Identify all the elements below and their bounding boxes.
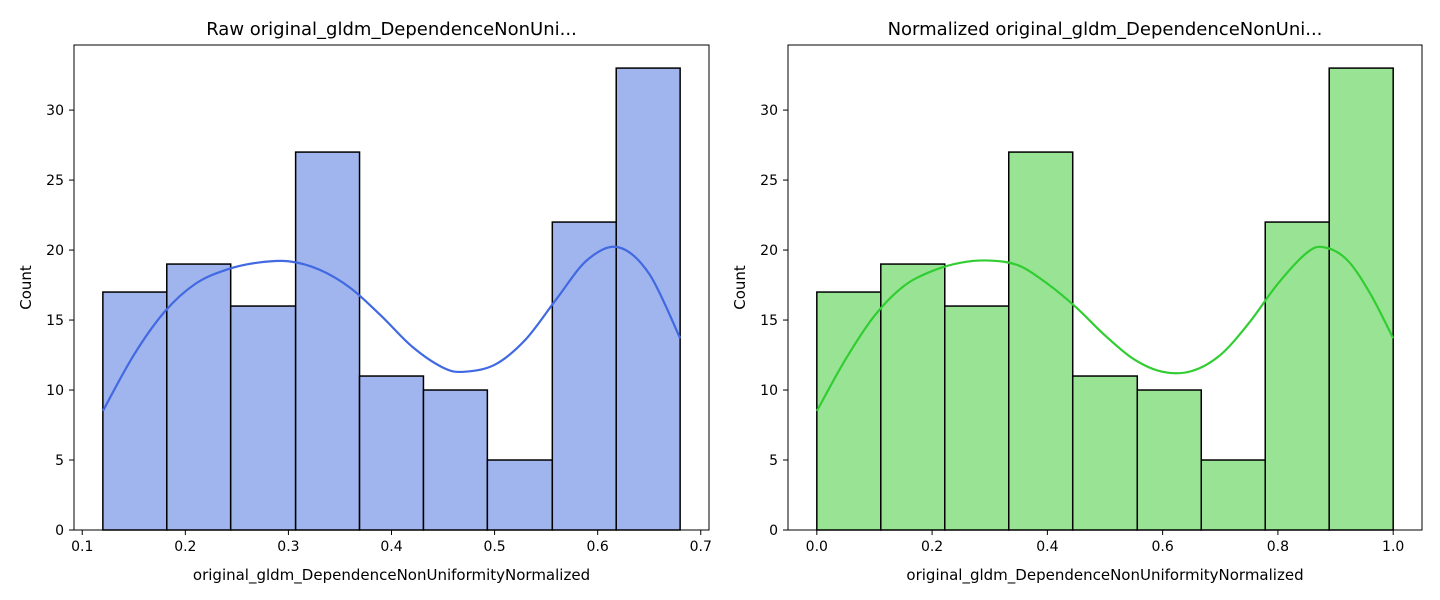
normalized-ytick-label: 30 [760,103,778,119]
normalized-xtick-label: 0.8 [1267,539,1289,555]
normalized-ytick-label: 10 [760,383,778,399]
raw-ytick-label: 20 [46,243,64,259]
normalized-ytick-label: 20 [760,243,778,259]
raw-xtick-label: 0.1 [71,539,93,555]
normalized-histogram-bar [1007,151,1074,531]
normalized-ytick-label: 15 [760,313,778,329]
chart-raw: Raw original_gldm_DependenceNonUni... or… [17,19,712,585]
raw-histogram-bar [229,305,297,531]
chart-normalized: Normalized original_gldm_DependenceNonUn… [731,19,1423,585]
normalized-xtick-label: 0.0 [806,539,828,555]
raw-xtick-label: 0.3 [277,539,299,555]
raw-xtick-label: 0.6 [587,539,609,555]
raw-histogram-bar [615,67,681,531]
normalized-histogram-bar [816,291,882,531]
chart-raw-xlabel: original_gldm_DependenceNonUniformityNor… [193,566,590,585]
chart-normalized-title: Normalized original_gldm_DependenceNonUn… [888,19,1323,40]
raw-ytick-label: 0 [55,523,64,539]
chart-raw-plot-area: 0.1 0.2 0.3 0.4 0.5 0.6 0.7 0 5 10 15 20 25 30 [46,44,712,555]
raw-histogram-bar [294,151,361,531]
raw-xtick-label: 0.7 [690,539,712,555]
normalized-ytick-label: 0 [769,523,778,539]
raw-histogram-bar [551,221,617,531]
normalized-xtick-label: 0.4 [1036,539,1058,555]
raw-ytick-label: 15 [46,313,64,329]
normalized-histogram-bar [944,305,1010,531]
normalized-histogram-bar [1328,67,1394,531]
normalized-kde-line [815,245,1395,412]
raw-ytick-label: 5 [55,453,64,469]
normalized-xtick-label: 1.0 [1382,539,1404,555]
chart-normalized-xlabel: original_gldm_DependenceNonUniformityNor… [906,566,1303,585]
raw-histogram-bar [102,291,168,531]
normalized-ytick-label: 5 [769,453,778,469]
normalized-xtick-label: 0.2 [921,539,943,555]
raw-xtick-label: 0.5 [483,539,505,555]
raw-xtick-label: 0.4 [380,539,402,555]
raw-ytick-label: 30 [46,103,64,119]
chart-normalized-ylabel: Count [731,265,749,310]
normalized-histogram-bar [1200,459,1266,531]
raw-histogram-bar [358,375,425,531]
raw-kde-line [101,245,682,412]
raw-histogram-bar [166,263,232,531]
chart-normalized-plot-area: 0.0 0.2 0.4 0.6 0.8 1.0 0 5 10 15 20 25 30 [760,44,1423,555]
raw-ytick-label: 25 [46,173,64,189]
normalized-histogram-bar [880,263,946,531]
normalized-ytick-label: 25 [760,173,778,189]
chart-raw-title: Raw original_gldm_DependenceNonUni... [206,19,577,40]
raw-ytick-label: 10 [46,383,64,399]
chart-raw-ylabel: Count [17,265,35,310]
raw-xtick-label: 0.2 [174,539,196,555]
normalized-axes-frame [787,44,1423,531]
raw-histogram-bar [422,389,489,531]
normalized-histogram-bar [1264,221,1330,531]
normalized-histogram-bar [1136,389,1203,531]
raw-histogram-bar [486,459,554,531]
normalized-histogram-bar [1071,375,1139,531]
normalized-xtick-label: 0.6 [1152,539,1174,555]
